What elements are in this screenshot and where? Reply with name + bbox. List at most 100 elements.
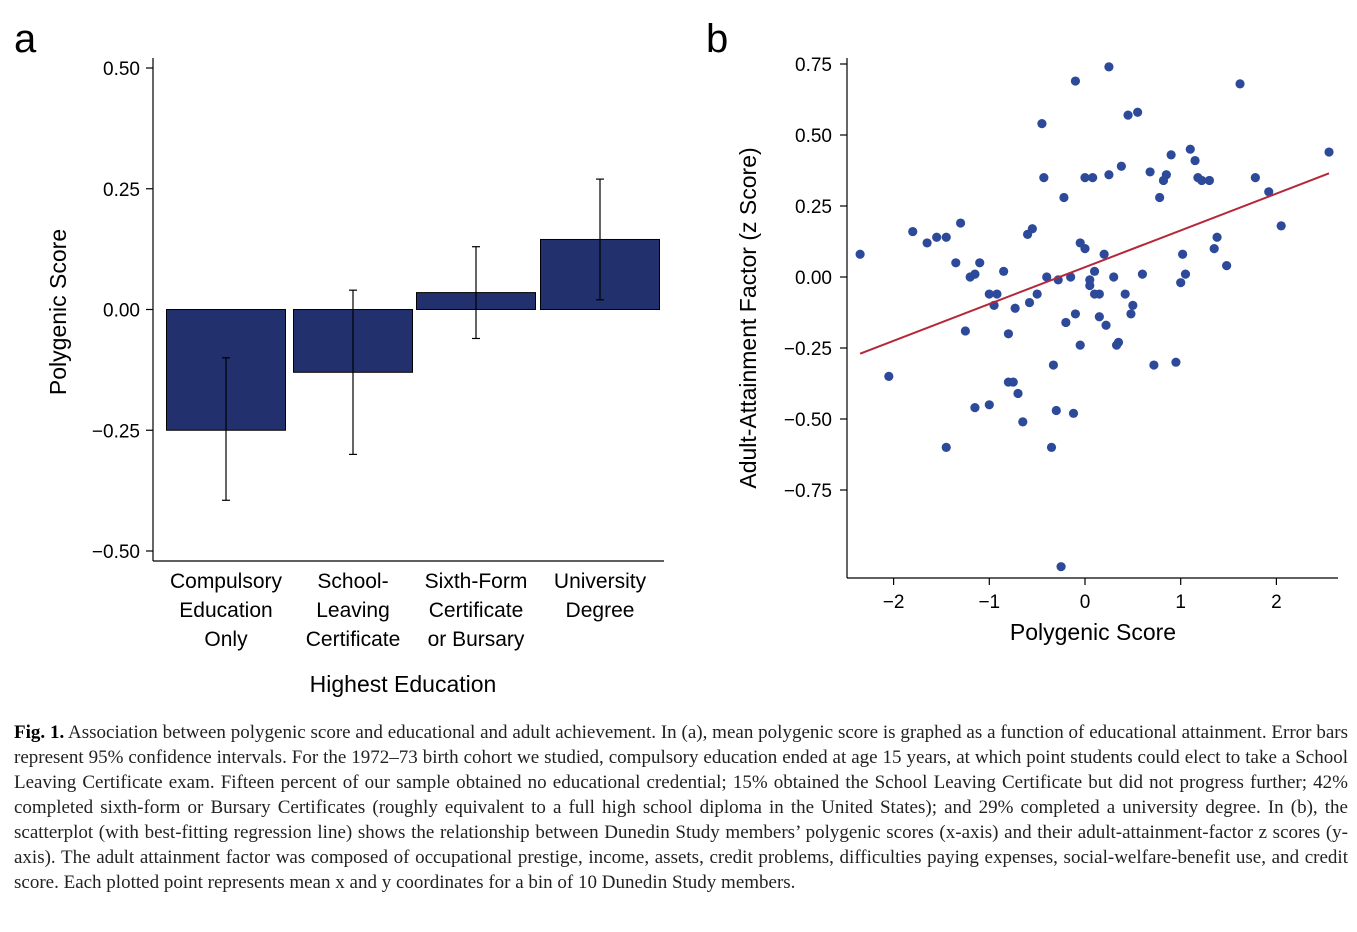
panel-b-scatter-point	[1101, 320, 1111, 330]
panel-b-scatter-point	[1059, 192, 1069, 203]
panel-b-scatter-point	[1250, 173, 1260, 183]
panel-a-bars	[166, 238, 660, 431]
panel-a-category-label-line: Certificate	[306, 628, 401, 651]
panel-b-scatter-point	[1046, 442, 1057, 452]
panel-b-scatter-point	[1126, 309, 1136, 319]
panel-b-scatter-point	[1209, 244, 1219, 254]
panel-b-y-tick-label: 0.50	[795, 126, 832, 147]
panel-b-y-tick-label: 0.00	[795, 268, 832, 289]
panel-b-scatter-point	[1197, 175, 1207, 186]
panel-b-scatter-plot: b −0.75 −0.50 −0.25 0.00 0.25 0.50 0.75 −2 −1 0 1…	[706, 17, 1338, 645]
panel-a-category-label: Compulsory Education Only	[170, 570, 283, 651]
panel-b-scatter-point	[1089, 266, 1100, 276]
panel-b-letter: b	[706, 17, 728, 61]
caption-text: Association between polygenic score and …	[14, 722, 1348, 893]
panel-b-scatter-point	[1161, 170, 1171, 180]
panel-a-category-label: Sixth-Form Certificate or Bursary	[425, 570, 528, 651]
panel-b-scatter-point	[908, 226, 918, 237]
panel-b-scatter-point	[1094, 289, 1104, 299]
caption-label: Fig. 1.	[14, 722, 65, 743]
panel-b-scatter-point	[922, 238, 932, 248]
panel-b-scatter-point	[1037, 119, 1047, 129]
panel-b-scatter-point	[992, 289, 1002, 299]
panel-b-y-axis-title: Adult-Attainment Factor (z Score)	[735, 147, 761, 488]
panel-b-scatter-point	[1120, 289, 1130, 299]
panel-b-scatter-point	[1094, 312, 1104, 322]
panel-b-scatter-point	[1024, 297, 1035, 308]
panel-b-x-tick-label: 2	[1271, 592, 1282, 613]
panel-a-category-label-line: Only	[204, 628, 248, 651]
panel-b-regression-line	[859, 172, 1330, 355]
panel-b-scatter-point	[1032, 289, 1042, 299]
panel-b-scatter-point	[1080, 244, 1090, 254]
panel-b-scatter-point	[1149, 360, 1159, 370]
panel-a-category-label-line: University	[554, 570, 647, 593]
panel-b-y-ticks: −0.75 −0.50 −0.25 0.00 0.25 0.50 0.75	[784, 55, 847, 502]
panel-b-scatter-point	[975, 258, 985, 268]
panel-b-scatter-point	[884, 371, 894, 381]
panel-b-scatter-point	[932, 232, 942, 242]
panel-b-x-tick-label: −2	[883, 592, 905, 613]
panel-a-category-label-line: School-	[317, 570, 388, 593]
panel-b-scatter-point	[941, 232, 951, 242]
panel-b-scatter-point	[1212, 232, 1222, 242]
panel-b-x-tick-label: 0	[1080, 592, 1091, 613]
panel-b-scatter-point	[1042, 272, 1052, 282]
panel-b-scatter-point	[970, 403, 980, 413]
panel-b-scatter-point	[1128, 300, 1138, 310]
figure-caption: Fig. 1. Association between polygenic sc…	[14, 720, 1348, 895]
panel-a-category-label: University Degree	[554, 570, 647, 622]
panel-b-scatter-point	[1008, 377, 1018, 387]
panel-b-y-tick-label: 0.75	[795, 55, 832, 76]
panel-b-scatter-point	[1113, 337, 1124, 347]
panel-b-scatter-point	[970, 269, 980, 279]
panel-a-category-label-line: Compulsory	[170, 570, 283, 593]
panel-b-scatter-point	[1056, 562, 1066, 572]
panel-b-scatter-point	[955, 218, 966, 228]
panel-a-y-tick-label: 0.50	[103, 59, 140, 80]
panel-b-scatter-point	[960, 326, 970, 336]
panel-b-scatter-point	[1018, 417, 1028, 427]
panel-b-scatter-point	[1099, 249, 1109, 259]
panel-b-y-tick-label: −0.25	[784, 339, 832, 360]
panel-a-y-tick-label: −0.50	[92, 542, 140, 563]
panel-b-scatter-point	[1145, 167, 1155, 177]
panel-a-x-axis-title: Highest Education	[310, 671, 497, 697]
panel-b-scatter-point	[1085, 280, 1095, 291]
panel-b-scatter-point	[1070, 309, 1081, 319]
panel-a-category-label-line: Sixth-Form	[425, 570, 528, 593]
panel-b-scatter-point	[984, 400, 994, 410]
panel-b-scatter-point	[1010, 303, 1020, 313]
panel-a-category-label-line: Leaving	[316, 599, 390, 622]
panel-b-scatter-point	[855, 249, 865, 259]
panel-b-scatter-point	[1133, 107, 1143, 117]
panel-a-error-bars	[222, 178, 604, 501]
panel-b-scatter-point	[1171, 357, 1181, 367]
panel-b-regression-line-group	[859, 172, 1330, 355]
panel-b-scatter-point	[1116, 161, 1126, 171]
figure: a −0.50 −0.25 0.00 0.25 0.50 Compulsory Educa…	[14, 17, 1338, 697]
panel-a-category-label-line: Education	[179, 599, 272, 622]
panel-b-scatter-point	[1235, 79, 1245, 89]
panel-a-letter: a	[14, 17, 37, 61]
panel-b-axes	[846, 58, 1338, 579]
panel-b-x-ticks: −2 −1 0 1 2	[883, 578, 1282, 613]
panel-b-scatter-point	[941, 442, 951, 452]
panel-b-scatter-point	[1176, 278, 1186, 288]
panel-b-scatter-point	[1180, 269, 1191, 279]
panel-b-points	[855, 62, 1334, 572]
panel-b-scatter-point	[1075, 340, 1085, 350]
panel-b-scatter-point	[1070, 76, 1081, 86]
panel-a-category-label-line: Degree	[566, 599, 635, 622]
panel-a-y-tick-label: 0.25	[103, 180, 140, 201]
panel-b-scatter-point	[1088, 173, 1098, 183]
panel-b-scatter-point	[1066, 272, 1076, 282]
panel-b-scatter-point	[984, 289, 994, 299]
panel-b-scatter-point	[1276, 221, 1286, 231]
panel-b-scatter-point	[1109, 272, 1119, 282]
panel-b-scatter-point	[1104, 170, 1114, 180]
panel-b-scatter-point	[1048, 360, 1059, 370]
panel-b-y-tick-label: −0.75	[784, 481, 832, 502]
panel-b-scatter-point	[1068, 408, 1079, 418]
panel-b-scatter-point	[1137, 269, 1148, 279]
